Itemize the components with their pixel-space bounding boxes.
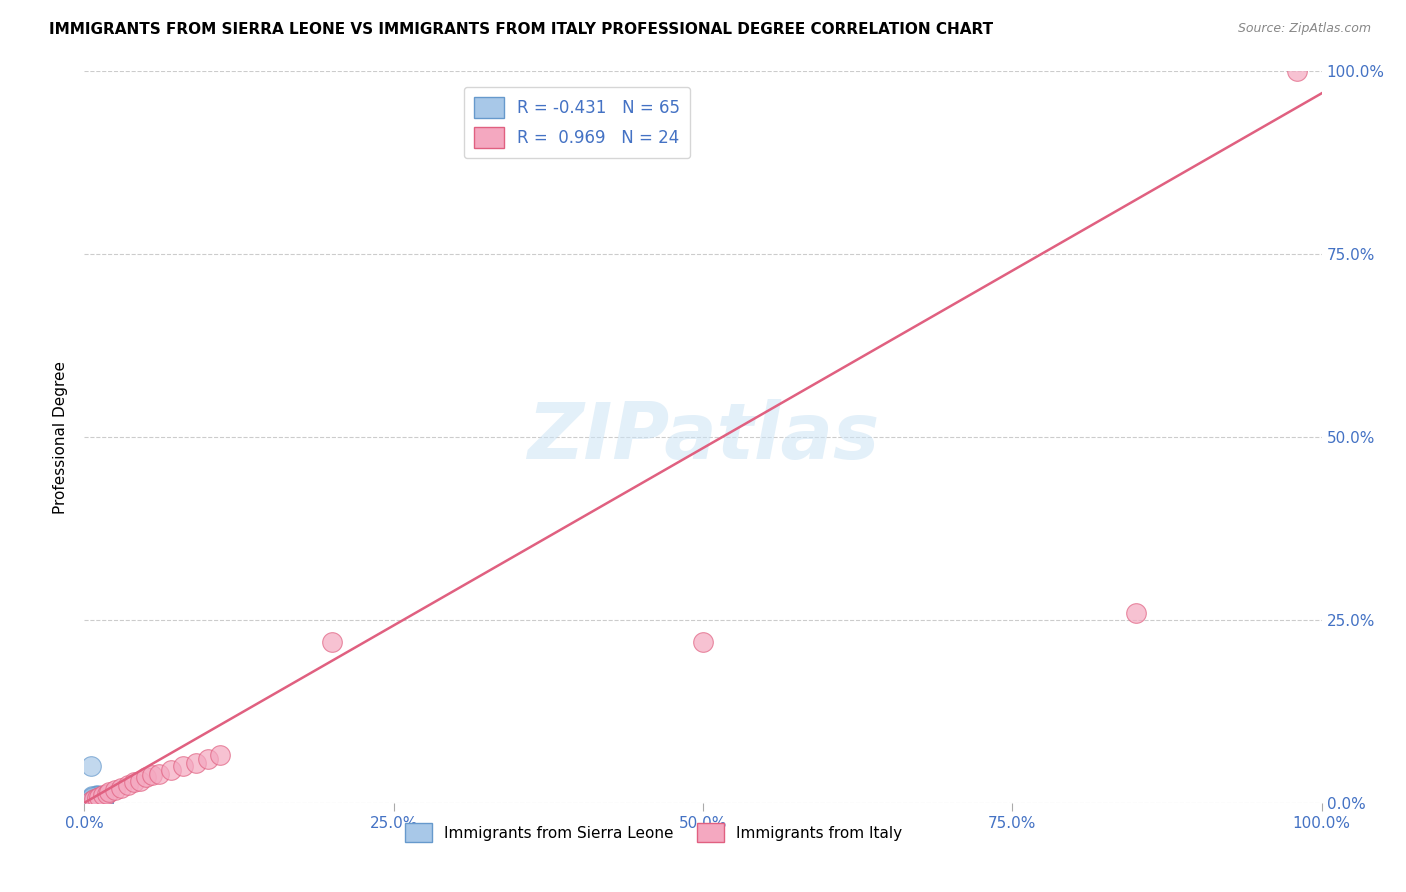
Y-axis label: Professional Degree: Professional Degree [53,360,69,514]
Point [692,635,714,649]
Point [86,794,108,808]
Point [83,791,105,805]
Point [83,792,105,806]
Point [89,793,111,807]
Point [91,794,114,808]
Point [86,789,108,804]
Point [148,766,170,780]
Point [83,793,105,807]
Point [86,789,108,804]
Point [86,790,108,805]
Point [86,790,108,805]
Text: ZIPatlas: ZIPatlas [527,399,879,475]
Point [129,773,152,788]
Point [96,787,118,801]
Point [86,789,108,804]
Point [86,789,108,804]
Point [91,790,114,805]
Point [80,791,103,805]
Point [89,789,111,804]
Point [86,790,108,805]
Text: Source: ZipAtlas.com: Source: ZipAtlas.com [1237,22,1371,36]
Point [80,793,103,807]
Point [86,789,108,804]
Point [80,792,103,806]
Point [89,792,111,806]
Point [86,789,108,804]
Point [89,791,111,805]
Point [83,791,105,805]
Point [122,775,145,789]
Point [86,794,108,808]
Point [91,791,114,805]
Point [104,782,127,797]
Point [86,790,108,805]
Point [86,790,108,805]
Point [89,790,111,805]
Point [117,778,139,792]
Point [91,793,114,807]
Point [80,789,103,804]
Point [80,792,103,806]
Point [89,789,111,804]
Point [83,792,105,806]
Point [89,791,111,805]
Point [89,794,111,808]
Point [80,793,103,807]
Point [86,791,108,805]
Text: IMMIGRANTS FROM SIERRA LEONE VS IMMIGRANTS FROM ITALY PROFESSIONAL DEGREE CORREL: IMMIGRANTS FROM SIERRA LEONE VS IMMIGRAN… [49,22,993,37]
Point [83,789,105,804]
Point [83,794,105,808]
Point [172,759,194,773]
Point [160,763,183,777]
Point [91,793,114,807]
Point [89,794,111,808]
Point [83,794,105,808]
Point [86,790,108,805]
Point [86,789,108,804]
Point [86,792,108,806]
Point [80,791,103,805]
Point [91,789,114,803]
Point [83,792,105,806]
Point [89,792,111,806]
Point [110,781,132,796]
Point [1285,64,1308,78]
Point [80,789,103,804]
Point [98,785,121,799]
Point [86,790,108,805]
Point [89,792,111,806]
Point [83,794,105,808]
Point [79,794,101,808]
Point [209,748,232,763]
Legend: Immigrants from Sierra Leone, Immigrants from Italy: Immigrants from Sierra Leone, Immigrants… [396,815,910,850]
Point [91,793,114,807]
Point [91,794,114,808]
Point [184,756,207,770]
Point [83,792,105,806]
Point [141,768,163,782]
Point [86,793,108,807]
Point [89,792,111,806]
Point [135,770,157,784]
Point [1125,606,1147,620]
Point [91,794,114,808]
Point [83,790,105,805]
Point [83,793,105,807]
Point [89,792,111,806]
Point [321,635,343,649]
Point [86,789,108,804]
Point [79,759,101,773]
Point [83,791,105,805]
Point [83,793,105,807]
Point [89,791,111,805]
Point [86,790,108,805]
Point [86,789,108,803]
Point [197,752,219,766]
